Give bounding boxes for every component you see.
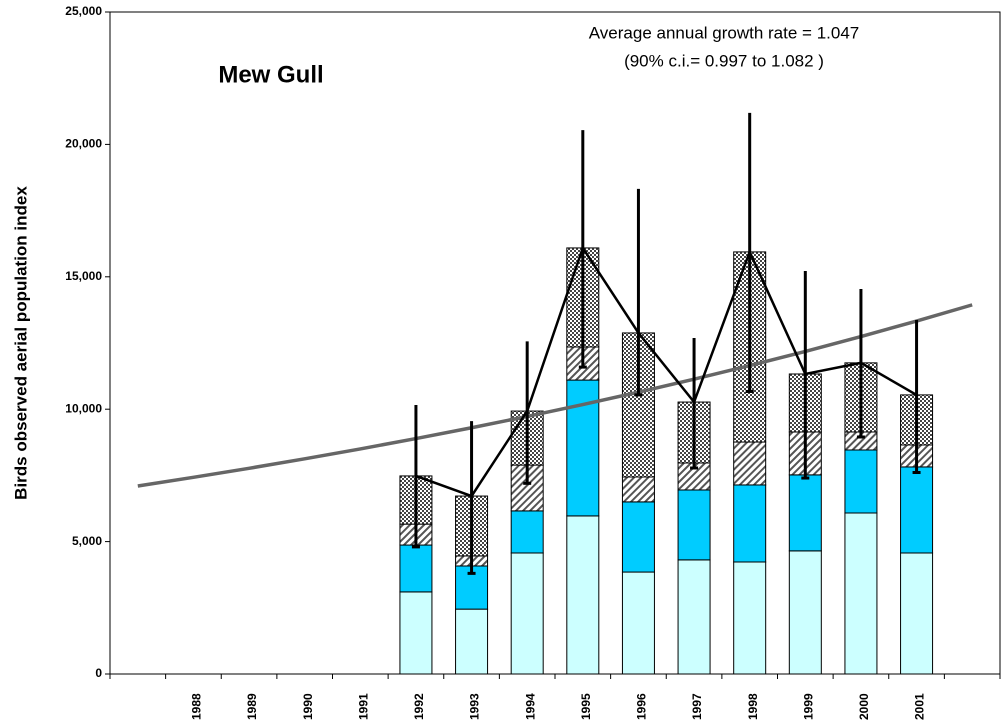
trend-line [137,303,973,488]
bar-segment [677,559,711,675]
bar-segment [621,571,655,675]
y-tick-label: 15,000 [65,269,102,283]
x-tick-label: 1999 [801,693,815,720]
x-tick-label: 1996 [635,693,649,720]
x-tick-label: 1991 [356,693,370,720]
bar-segment [733,561,767,675]
bar-segment [510,552,544,675]
x-tick-label: 1992 [412,693,426,720]
bar-segment [900,466,934,554]
bar-segment [455,608,489,675]
y-tick-label: 0 [95,666,102,680]
bar-segment [733,441,767,486]
x-tick-label: 1993 [468,693,482,720]
chart-title: Mew Gull [218,61,323,88]
y-tick-label: 25,000 [65,4,102,18]
bar-segment [621,476,655,503]
bar-segment [677,489,711,561]
bar-segment [399,591,433,675]
bar-segment [788,550,822,675]
annotation: (90% c.i.= 0.997 to 1.082 ) [624,51,824,70]
y-axis-label: Birds observed aerial population index [11,186,30,500]
bar-segment [900,552,934,675]
total-line [415,245,918,498]
x-tick-label: 1990 [301,693,315,720]
bar-segment [566,515,600,675]
bar-segment [399,544,433,593]
bar-segment [844,512,878,675]
x-tick-label: 1995 [579,693,593,720]
bar-segment [733,484,767,563]
x-tick-label: 2000 [857,693,871,720]
bar-segment [788,474,822,552]
bar-segment [621,501,655,573]
x-tick-label: 1994 [523,693,537,720]
x-tick-label: 1989 [245,693,259,720]
y-tick-label: 5,000 [72,534,102,548]
bar-segment [510,510,544,554]
y-tick-label: 20,000 [65,137,102,151]
y-tick-label: 10,000 [65,401,102,415]
x-tick-label: 1988 [190,693,204,720]
x-tick-label: 1997 [690,693,704,720]
x-tick-label: 1998 [746,693,760,720]
x-tick-label: 2001 [913,693,927,720]
annotation: Average annual growth rate = 1.047 [589,23,859,42]
bar-segment [844,449,878,514]
